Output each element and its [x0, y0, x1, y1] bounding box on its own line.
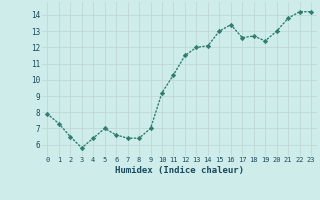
X-axis label: Humidex (Indice chaleur): Humidex (Indice chaleur)	[115, 166, 244, 175]
